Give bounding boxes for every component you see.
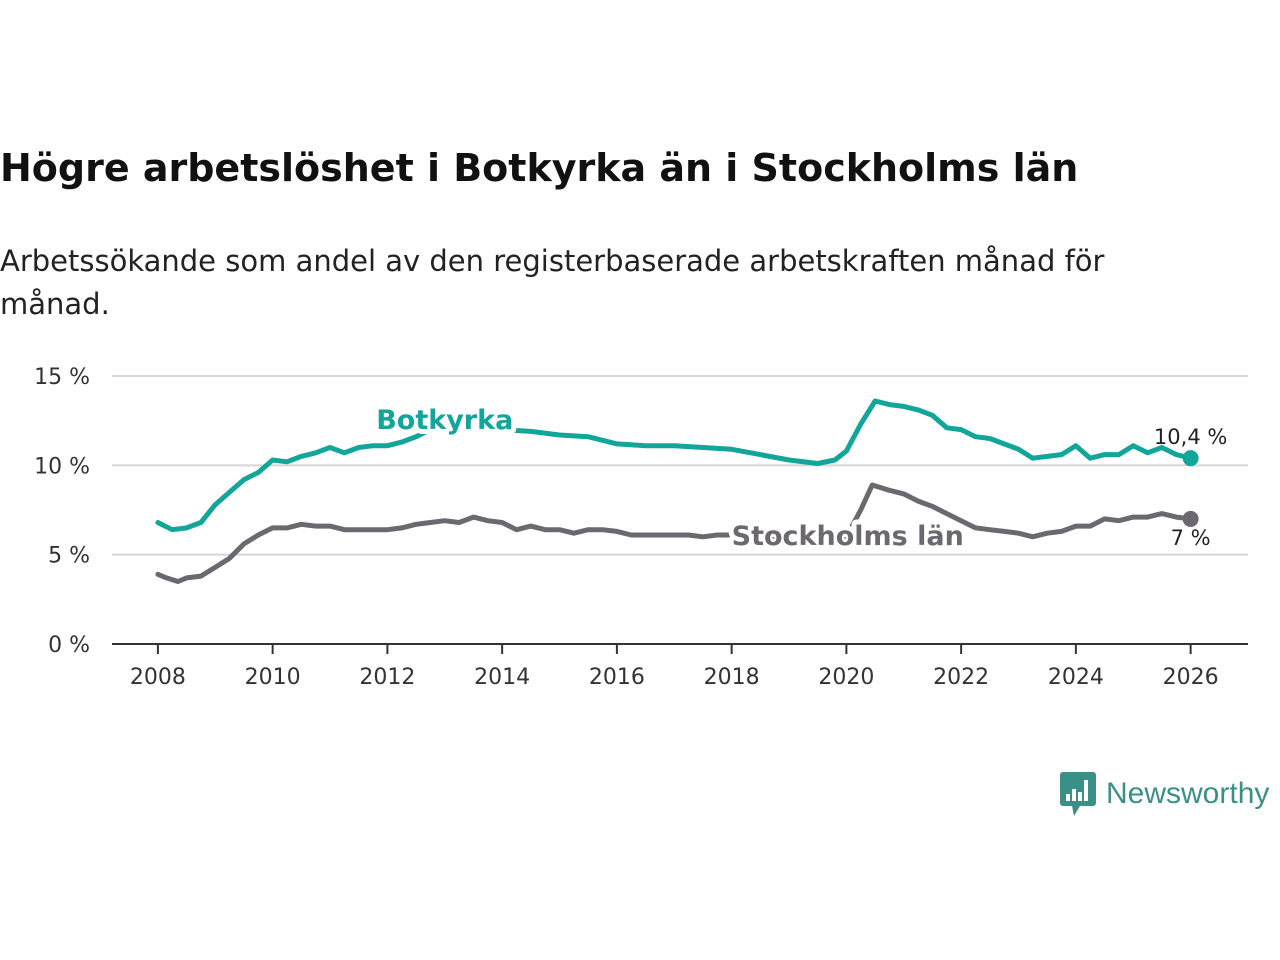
x-tick-label: 2026 [1163, 665, 1219, 690]
y-tick-label: 5 % [48, 544, 90, 569]
series-label-stockholms-lan: Stockholms län [732, 521, 964, 552]
x-tick-label: 2018 [704, 665, 760, 690]
x-tick-label: 2016 [589, 665, 645, 690]
x-tick-label: 2008 [130, 665, 186, 690]
brand-name: Newsworthy [1106, 777, 1270, 810]
x-axis: 2008 2010 2012 2014 2016 2018 2020 2022 2024 2026 [112, 643, 1248, 690]
series-line-stockholms-lan [155, 482, 1194, 584]
x-tick-label: 2020 [818, 665, 874, 690]
newsworthy-logo: Newsworthy [1060, 772, 1269, 816]
chart-subtitle: Arbetssökande som andel av den registerb… [0, 244, 1105, 321]
end-value-label: 7 % [1171, 526, 1211, 550]
end-point-botkyrka [1182, 450, 1199, 467]
x-tick-label: 2014 [474, 665, 530, 690]
x-tick-label: 2010 [245, 665, 301, 690]
series-lines [155, 398, 1194, 584]
gridlines: 0 % 5 % 10 % 15 % [34, 365, 1248, 658]
series-labels: Botkyrka 10,4 % Stockholms län 7 % [371, 400, 1227, 557]
x-tick-label: 2012 [359, 665, 415, 690]
line-chart: 0 % 5 % 10 % 15 % Botkyrka 10,4 % Stockholms … [34, 365, 1248, 690]
chart-title: Högre arbetslöshet i Botkyrka än i Stock… [0, 146, 1079, 190]
end-point-stockholms-lan [1182, 510, 1199, 527]
series-label-botkyrka: Botkyrka [376, 405, 513, 436]
y-tick-label: 0 % [48, 633, 90, 658]
y-tick-label: 10 % [34, 454, 90, 479]
y-tick-label: 15 % [34, 365, 90, 390]
series-line-botkyrka [155, 398, 1194, 533]
end-value-label: 10,4 % [1154, 425, 1227, 449]
x-tick-label: 2024 [1048, 665, 1104, 690]
x-tick-label: 2022 [933, 665, 989, 690]
newsworthy-chart-icon [1060, 772, 1096, 816]
